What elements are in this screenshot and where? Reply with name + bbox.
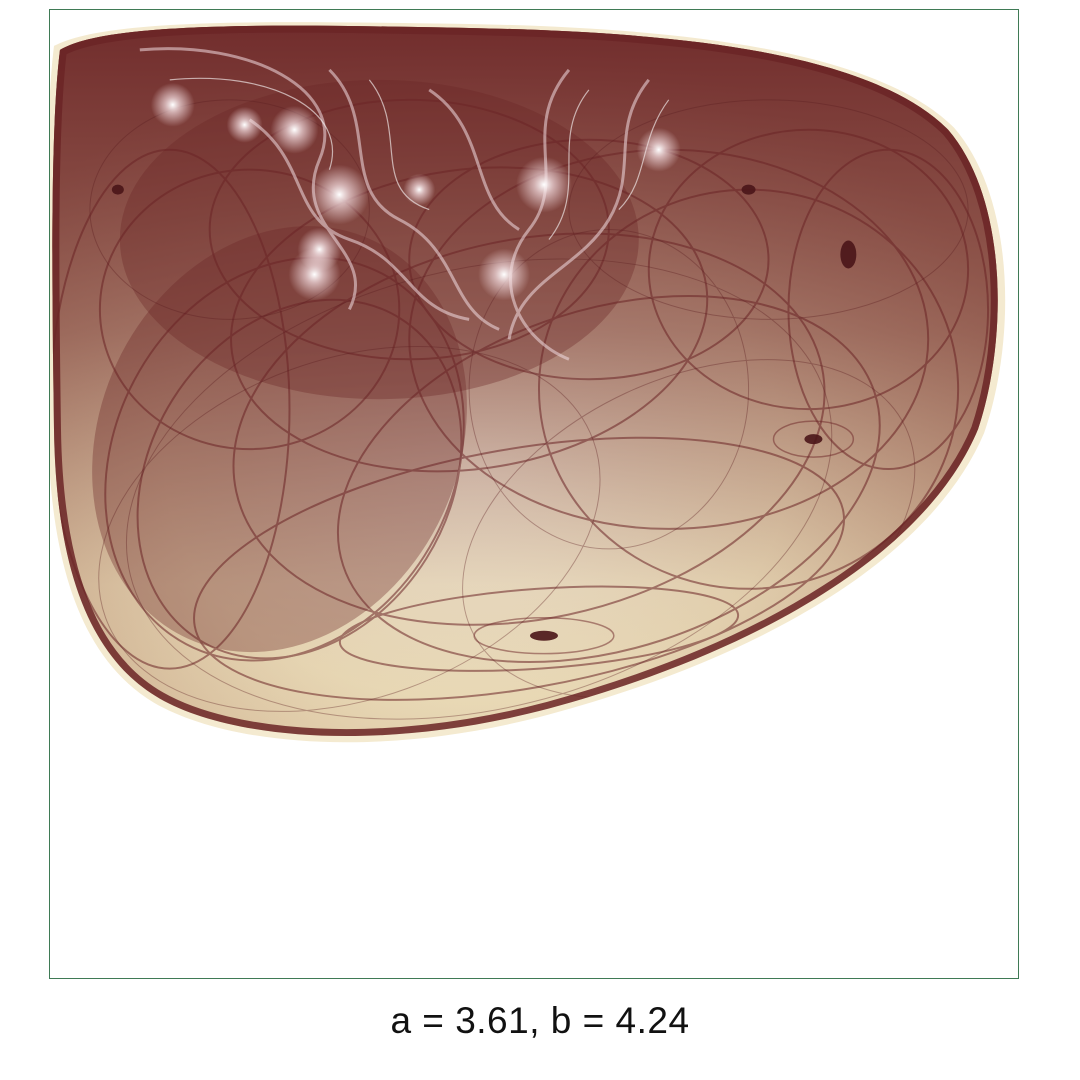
attractor-plot-frame xyxy=(49,9,1019,979)
attractor-image xyxy=(50,22,1006,743)
parameter-caption: a = 3.61, b = 4.24 xyxy=(390,1000,690,1041)
attractor-highlights xyxy=(150,82,681,301)
